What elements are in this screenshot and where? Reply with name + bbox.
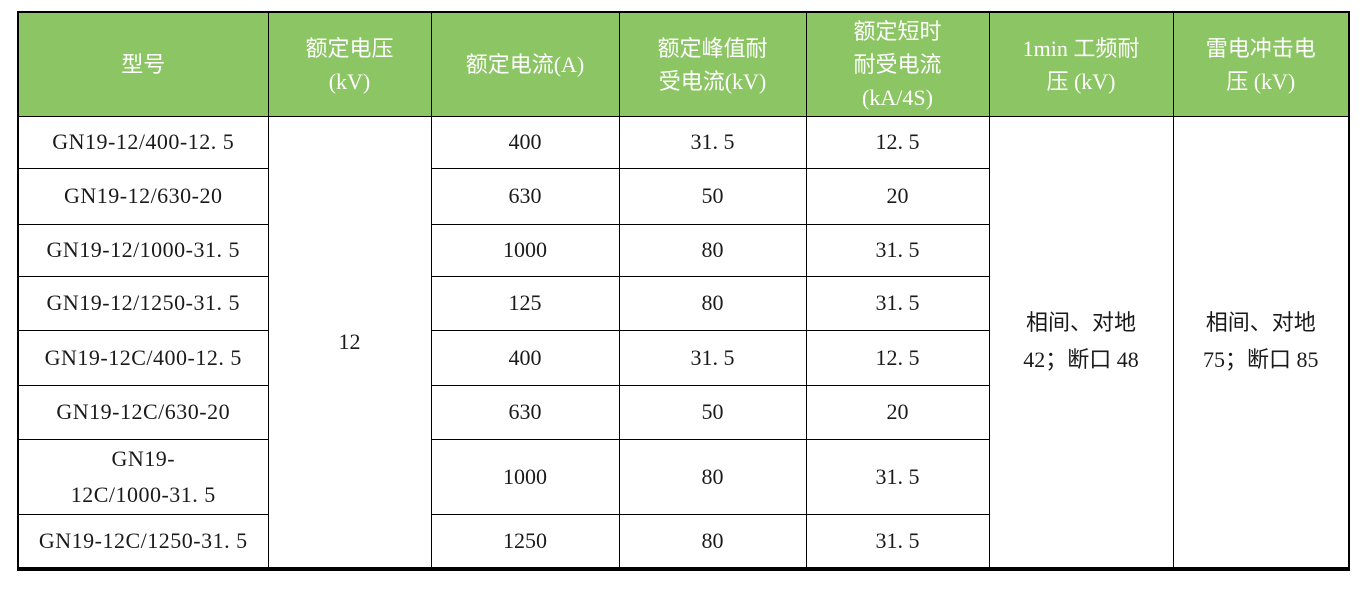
model-cell: GN19-12/630-20: [17, 168, 269, 225]
spec-table: 型号 额定电压 (kV) 额定电流(A) 额定峰值耐 受电流(kV) 额定短时 …: [17, 11, 1350, 571]
table-row: GN19-12/1000-31. 5 1000 80 31. 5: [17, 224, 1349, 277]
col-header-peak-withstand-current: 额定峰值耐 受电流(kV): [618, 11, 807, 117]
peak-withstand-cell: 31. 5: [618, 116, 807, 169]
peak-withstand-cell: 80: [618, 439, 807, 515]
header-row: 型号 额定电压 (kV) 额定电流(A) 额定峰值耐 受电流(kV) 额定短时 …: [17, 11, 1350, 117]
peak-withstand-cell: 50: [618, 385, 807, 440]
col-header-lightning-impulse-voltage: 雷电冲击电 压 (kV): [1172, 11, 1350, 117]
short-time-withstand-cell: 31. 5: [805, 514, 990, 569]
table-row: GN19-12/1250-31. 5 125 80 31. 5: [17, 276, 1349, 331]
short-time-withstand-cell: 31. 5: [805, 224, 990, 277]
rated-current-cell: 630: [430, 385, 620, 440]
col-header-rated-current: 额定电流(A): [430, 11, 620, 117]
peak-withstand-cell: 50: [618, 168, 807, 225]
short-time-withstand-cell: 31. 5: [805, 439, 990, 515]
rated-current-cell: 1000: [430, 224, 620, 277]
short-time-withstand-cell: 20: [805, 385, 990, 440]
model-cell: GN19- 12C/1000-31. 5: [17, 439, 269, 515]
short-time-withstand-cell: 31. 5: [805, 276, 990, 331]
model-cell: GN19-12C/400-12. 5: [17, 330, 269, 386]
short-time-withstand-cell: 20: [805, 168, 990, 225]
rated-current-cell: 400: [430, 330, 620, 386]
table-row: GN19-12C/400-12. 5 400 31. 5 12. 5: [17, 330, 1349, 386]
rated-current-cell: 125: [430, 276, 620, 331]
rated-voltage-merged-cell: 12: [267, 116, 432, 569]
rated-current-cell: 630: [430, 168, 620, 225]
table-row: GN19- 12C/1000-31. 5 1000 80 31. 5: [17, 439, 1349, 515]
col-header-short-time-withstand-current: 额定短时 耐受电流 (kA/4S): [805, 11, 990, 117]
model-cell: GN19-12C/1250-31. 5: [17, 514, 269, 569]
rated-current-cell: 1000: [430, 439, 620, 515]
table-row: GN19-12/630-20 630 50 20: [17, 168, 1349, 225]
rated-current-cell: 1250: [430, 514, 620, 569]
model-cell: GN19-12/1000-31. 5: [17, 224, 269, 277]
short-time-withstand-cell: 12. 5: [805, 116, 990, 169]
table-row: GN19-12C/630-20 630 50 20: [17, 385, 1349, 440]
model-cell: GN19-12C/630-20: [17, 385, 269, 440]
peak-withstand-cell: 31. 5: [618, 330, 807, 386]
lightning-impulse-merged-cell: 相间、对地 75；断口 85: [1172, 116, 1350, 569]
peak-withstand-cell: 80: [618, 514, 807, 569]
short-time-withstand-cell: 12. 5: [805, 330, 990, 386]
col-header-model: 型号: [17, 11, 269, 117]
power-frequency-withstand-merged-cell: 相间、对地 42；断口 48: [988, 116, 1174, 569]
col-header-rated-voltage: 额定电压 (kV): [267, 11, 432, 117]
model-cell: GN19-12/1250-31. 5: [17, 276, 269, 331]
table-row: GN19-12/400-12. 5 12 400 31. 5 12. 5 相间、…: [17, 116, 1350, 569]
model-cell: GN19-12/400-12. 5: [17, 116, 269, 169]
rated-current-cell: 400: [430, 116, 620, 169]
col-header-power-frequency-withstand-voltage: 1min 工频耐 压 (kV): [988, 11, 1174, 117]
peak-withstand-cell: 80: [618, 224, 807, 277]
table-row: GN19-12C/1250-31. 5 1250 80 31. 5: [17, 514, 1349, 569]
peak-withstand-cell: 80: [618, 276, 807, 331]
